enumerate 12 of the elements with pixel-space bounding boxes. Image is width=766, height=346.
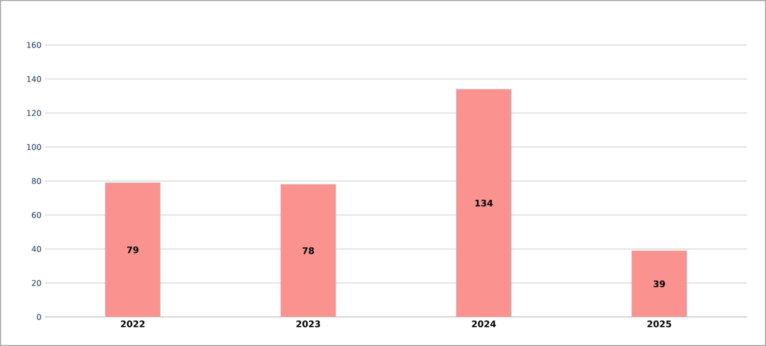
x-tick-label: 2024: [472, 320, 496, 328]
bar: [632, 250, 687, 317]
data-label: 79: [127, 246, 138, 254]
bar: [280, 184, 336, 317]
data-label: 78: [302, 247, 314, 254]
bar: [456, 88, 512, 317]
data-label: 39: [654, 280, 665, 288]
x-tick-label: 2022: [120, 320, 144, 328]
x-tick-label: 2025: [647, 320, 672, 328]
x-tick-label: 2023: [296, 320, 320, 328]
bar: [105, 182, 160, 317]
data-label: 134: [475, 200, 493, 206]
